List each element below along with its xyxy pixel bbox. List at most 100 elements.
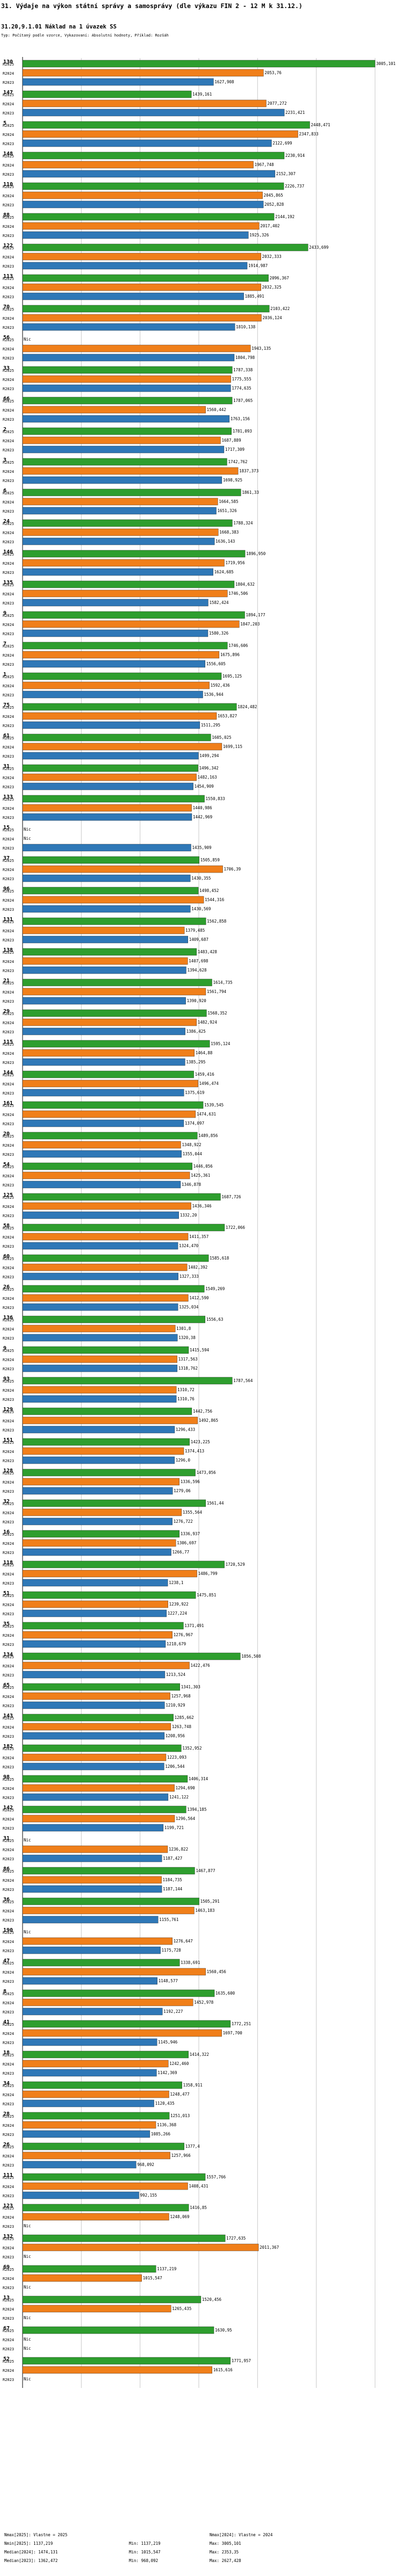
bar xyxy=(22,1040,210,1048)
value-label: 1722,066 xyxy=(226,1225,246,1230)
group-label: 16 xyxy=(3,1529,10,1535)
series-label: R2025 xyxy=(3,2206,14,2211)
value-label: 1473,056 xyxy=(197,1470,217,1475)
group-label: 134 xyxy=(3,1652,13,1658)
series-label: R2023 xyxy=(3,2163,14,2168)
series-label: R2024 xyxy=(3,1297,14,1301)
bar xyxy=(22,1815,175,1823)
value-label: 1317,563 xyxy=(178,1357,198,1362)
value-label: 1394,628 xyxy=(187,968,207,973)
bar xyxy=(22,1897,199,1905)
bar xyxy=(22,1233,189,1241)
series-label: R2024 xyxy=(3,2032,14,2036)
value-label: 1341,303 xyxy=(181,1685,200,1689)
group-label: 161 xyxy=(3,1100,13,1106)
value-label: 1184,735 xyxy=(163,1877,182,1882)
series-label: R2024 xyxy=(3,868,14,872)
series-label: R2024 xyxy=(3,1327,14,1332)
value-label: 1336,596 xyxy=(181,1479,200,1484)
series-label: R2024 xyxy=(3,1572,14,1577)
bar xyxy=(22,161,254,169)
series-label: R2023 xyxy=(3,1336,14,1341)
series-label: R2025 xyxy=(3,644,14,649)
value-label: 1687,889 xyxy=(221,438,241,443)
bar xyxy=(22,200,264,208)
series-label: R2024 xyxy=(3,194,14,198)
footer-stat: Min: 1137,219 xyxy=(129,2541,161,2546)
series-label: R2023 xyxy=(3,1735,14,1739)
series-label: R2024 xyxy=(3,1542,14,1546)
bar xyxy=(22,60,376,68)
series-label: R2025 xyxy=(3,2359,14,2364)
value-label: 2152,307 xyxy=(276,171,296,176)
bar xyxy=(22,936,188,944)
value-label: Nic xyxy=(24,1838,31,1843)
group-label: 6 xyxy=(3,488,6,494)
series-label: R2023 xyxy=(3,479,14,483)
series-label: R2023 xyxy=(3,1183,14,1188)
value-label: 2045,865 xyxy=(264,193,283,198)
value-label: 1213,524 xyxy=(166,1672,186,1677)
bar xyxy=(22,1539,176,1547)
group-label: 61 xyxy=(3,733,10,739)
series-label: R2024 xyxy=(3,745,14,750)
value-label: 1310,76 xyxy=(177,1397,195,1401)
series-label: R2024 xyxy=(3,1419,14,1423)
value-label: 1238,1 xyxy=(169,1580,183,1585)
value-label: 2230,914 xyxy=(285,153,305,158)
value-label: 1511,295 xyxy=(201,723,220,728)
bar xyxy=(22,988,206,996)
series-label: R2025 xyxy=(3,93,14,97)
value-label: 1175,728 xyxy=(162,1948,182,1953)
bar xyxy=(22,1744,182,1752)
series-label: R2024 xyxy=(3,1970,14,1975)
series-label: R2024 xyxy=(3,1052,14,1056)
series-label: R2025 xyxy=(3,1471,14,1476)
group-label: 151 xyxy=(3,1437,13,1443)
group-label: 148 xyxy=(3,151,13,157)
value-label: 1885,491 xyxy=(245,294,264,299)
group-label: 1 xyxy=(3,672,6,678)
series-label: R2025 xyxy=(3,2145,14,2149)
bar xyxy=(22,427,232,435)
value-label: 1592,436 xyxy=(211,683,231,688)
value-label: 1336,937 xyxy=(181,1531,200,1536)
value-label: 1492,865 xyxy=(199,1418,218,1423)
bar xyxy=(22,795,205,803)
group-label: 110 xyxy=(3,182,13,188)
value-label: 1499,294 xyxy=(199,753,219,758)
series-label: R2025 xyxy=(3,2298,14,2302)
value-label: 1636,143 xyxy=(215,539,235,544)
series-label: R2025 xyxy=(3,369,14,373)
value-label: 1695,125 xyxy=(222,674,242,679)
value-label: 1327,333 xyxy=(179,1274,199,1279)
value-label: 1318,762 xyxy=(178,1366,198,1371)
series-label: R2023 xyxy=(3,601,14,606)
series-label: R2024 xyxy=(3,500,14,505)
bar xyxy=(22,773,197,781)
group-label: 54 xyxy=(3,1162,10,1168)
bar xyxy=(22,1193,221,1201)
value-label: 1208,956 xyxy=(165,1733,185,1738)
bar xyxy=(22,782,193,790)
bar xyxy=(22,1631,172,1639)
bar xyxy=(22,1132,198,1140)
bar xyxy=(22,712,217,720)
series-label: R2025 xyxy=(3,614,14,618)
series-label: R2024 xyxy=(3,684,14,688)
series-label: R2023 xyxy=(3,1306,14,1310)
series-label: R2025 xyxy=(3,1441,14,1445)
series-label: R2025 xyxy=(3,1900,14,1904)
series-label: R2024 xyxy=(3,133,14,137)
series-label: R2023 xyxy=(3,999,14,1004)
value-label: 1276,647 xyxy=(174,1939,193,1944)
series-label: R2024 xyxy=(3,837,14,841)
bar xyxy=(22,2213,169,2221)
bar xyxy=(22,2182,188,2190)
series-label: R2025 xyxy=(3,706,14,710)
series-label: R2025 xyxy=(3,277,14,281)
bar xyxy=(22,366,233,374)
footer-stat: Min: 968,092 xyxy=(129,2558,159,2563)
value-label: 2144,192 xyxy=(275,214,294,219)
bar xyxy=(22,1784,175,1792)
